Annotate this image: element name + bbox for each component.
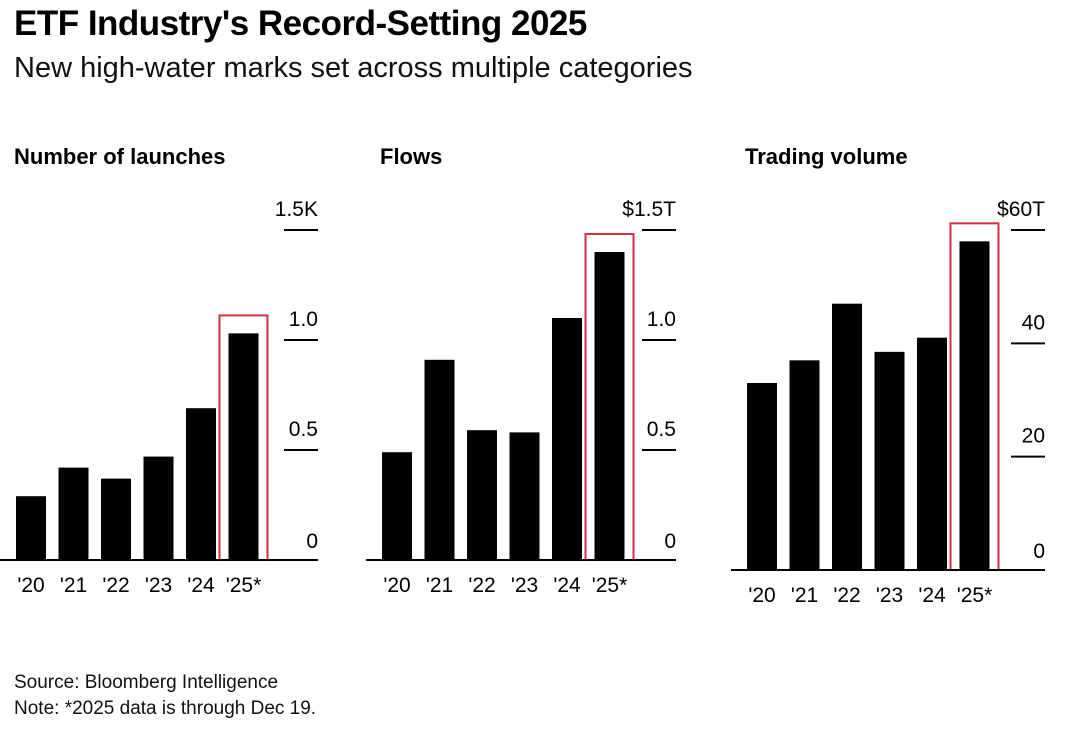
launches-chart: 0 0.5 1.0 1.5K '20 '21 '22 '23 '24 '25* — [0, 198, 318, 597]
x-tick-label: '20 — [383, 574, 410, 597]
bar-20 — [382, 452, 412, 560]
y-tick-label: 1.0 — [289, 308, 318, 331]
bar-25 — [959, 241, 990, 571]
x-tick-label: '20 — [17, 574, 44, 597]
x-tick-label: '23 — [876, 584, 903, 607]
x-tick-label: '22 — [468, 574, 495, 597]
bar-22 — [101, 478, 131, 560]
panel-title-flows: Flows — [380, 144, 443, 169]
y-tick-label: 0 — [1033, 540, 1045, 563]
bar-25 — [228, 333, 259, 560]
x-tick-label: '23 — [511, 574, 538, 597]
note-text: Note: *2025 data is through Dec 19. — [14, 698, 317, 719]
y-tick-label: 0 — [306, 530, 318, 553]
chart-title: ETF Industry's Record-Setting 2025 — [14, 4, 587, 43]
x-tick-label: '25* — [592, 574, 628, 597]
y-tick-label: $60T — [997, 198, 1045, 221]
panel-title-launches: Number of launches — [14, 144, 226, 169]
bar-21 — [789, 360, 820, 570]
x-tick-label: '22 — [833, 584, 860, 607]
x-tick-label: '21 — [791, 584, 818, 607]
bar-22 — [832, 303, 862, 570]
panel-title-trading-volume: Trading volume — [745, 144, 908, 169]
x-tick-label: '24 — [553, 574, 581, 597]
y-tick-label: 1.0 — [647, 308, 676, 331]
y-tick-label: 20 — [1022, 425, 1045, 448]
y-tick-label: 0.5 — [647, 418, 676, 441]
trading-volume-chart: 0 20 40 $60T '20 '21 '22 '23 '24 '25* — [731, 198, 1045, 607]
bar-24 — [186, 408, 216, 560]
bar-23 — [143, 456, 174, 560]
x-tick-label: '25* — [226, 574, 262, 597]
x-tick-label: '21 — [426, 574, 453, 597]
x-tick-label: '23 — [145, 574, 172, 597]
bar-20 — [16, 496, 46, 560]
bar-23 — [874, 351, 905, 570]
y-tick-label: 1.5K — [275, 198, 318, 221]
bar-21 — [58, 467, 89, 560]
x-tick-label: '22 — [102, 574, 129, 597]
y-tick-label: $1.5T — [622, 198, 676, 221]
x-tick-label: '21 — [60, 574, 87, 597]
flows-chart: 0 0.5 1.0 $1.5T '20 '21 '22 '23 '24 '25* — [366, 198, 676, 597]
bar-23 — [509, 432, 540, 560]
source-text: Source: Bloomberg Intelligence — [14, 672, 279, 693]
x-tick-label: '20 — [748, 584, 775, 607]
y-tick-label: 0.5 — [289, 418, 318, 441]
bar-25 — [594, 252, 625, 560]
x-tick-label: '25* — [957, 584, 993, 607]
bar-24 — [917, 337, 947, 570]
x-tick-label: '24 — [187, 574, 215, 597]
x-tick-label: '24 — [918, 584, 946, 607]
chart-subtitle: New high-water marks set across multiple… — [14, 52, 693, 84]
y-tick-label: 40 — [1022, 311, 1045, 334]
bar-21 — [424, 359, 455, 560]
y-tick-label: 0 — [664, 530, 676, 553]
bar-24 — [552, 318, 582, 560]
bar-20 — [747, 383, 777, 570]
bar-22 — [467, 430, 497, 560]
